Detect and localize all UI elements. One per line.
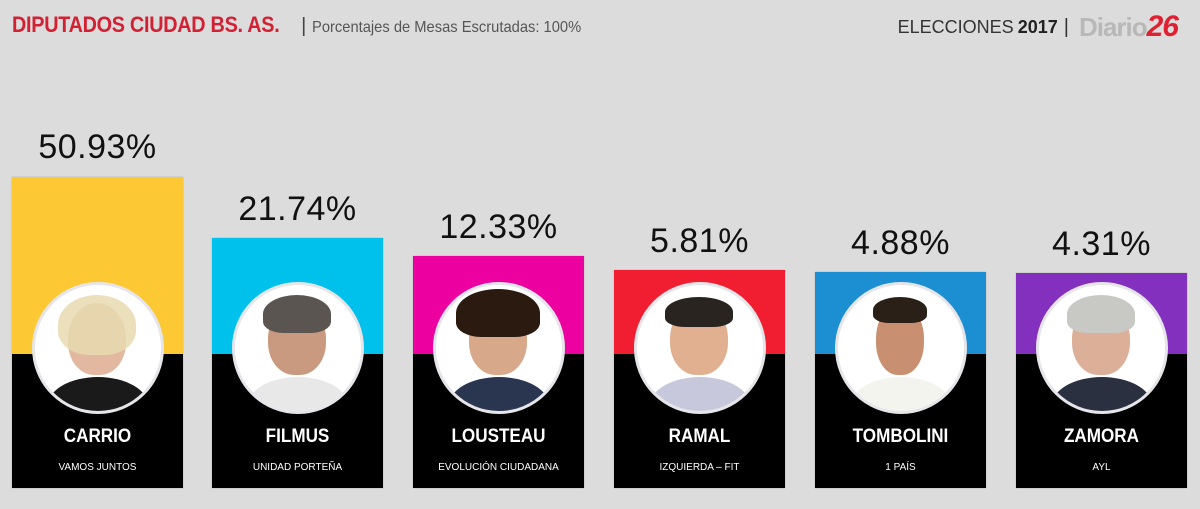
candidate-photo xyxy=(1035,282,1168,414)
diario26-logo[interactable]: Diario26 xyxy=(1078,10,1179,44)
percentage-label: 4.88% xyxy=(851,224,950,262)
candidate-name: TOMBOLINI xyxy=(852,426,949,447)
candidate-column-tombolini: 4.88% TOMBOLINI 1 PAÍS xyxy=(815,0,986,488)
candidate-column-zamora: 4.31% ZAMORA AYL xyxy=(1016,0,1187,488)
candidate-column-lousteau: 12.33% LOUSTEAU EVOLUCIÓN CIUDADANA xyxy=(413,0,584,488)
year-label: 2017 xyxy=(1017,16,1058,37)
candidate-name: RAMAL xyxy=(668,426,731,447)
candidate-name: FILMUS xyxy=(265,426,330,447)
percentage-label: 12.33% xyxy=(439,208,558,246)
header-right: ELECCIONES 2017 | Diario26 xyxy=(897,10,1179,44)
header-left: DIPUTADOS CIUDAD BS. AS. | Porcentajes d… xyxy=(12,12,605,38)
separator: | xyxy=(301,15,307,37)
percentage-label: 21.74% xyxy=(238,190,357,228)
candidate-column-ramal: 5.81% RAMAL IZQUIERDA – FIT xyxy=(614,0,785,488)
candidate-photo xyxy=(633,282,766,414)
party-name: UNIDAD PORTEÑA xyxy=(252,462,343,473)
candidate-column-carrio: 50.93% CARRIO VAMOS JUNTOS xyxy=(12,0,183,488)
candidate-name: ZAMORA xyxy=(1063,426,1140,447)
candidate-column-filmus: 21.74% FILMUS UNIDAD PORTEÑA xyxy=(212,0,383,488)
party-name: EVOLUCIÓN CIUDADANA xyxy=(438,462,559,473)
percentage-label: 5.81% xyxy=(650,222,749,260)
candidate-name: LOUSTEAU xyxy=(451,426,546,447)
party-name: VAMOS JUNTOS xyxy=(58,462,137,473)
party-name: IZQUIERDA – FIT xyxy=(659,462,740,473)
candidate-photo xyxy=(31,282,164,414)
party-name: 1 PAÍS xyxy=(885,462,916,473)
logo-text: Diario xyxy=(1078,12,1148,42)
percentage-label: 50.93% xyxy=(38,128,157,166)
candidate-name: CARRIO xyxy=(63,426,132,447)
separator-right: | xyxy=(1063,15,1069,38)
page-subtitle: Porcentajes de Mesas Escrutadas: 100% xyxy=(312,19,582,36)
elecciones-label: ELECCIONES xyxy=(897,16,1014,37)
candidate-photo xyxy=(432,282,565,414)
candidate-photo xyxy=(834,282,967,414)
party-name: AYL xyxy=(1092,462,1111,473)
candidate-photo xyxy=(231,282,364,414)
percentage-label: 4.31% xyxy=(1052,225,1151,263)
page-title: DIPUTADOS CIUDAD BS. AS. xyxy=(12,12,280,37)
logo-number: 26 xyxy=(1146,10,1179,43)
